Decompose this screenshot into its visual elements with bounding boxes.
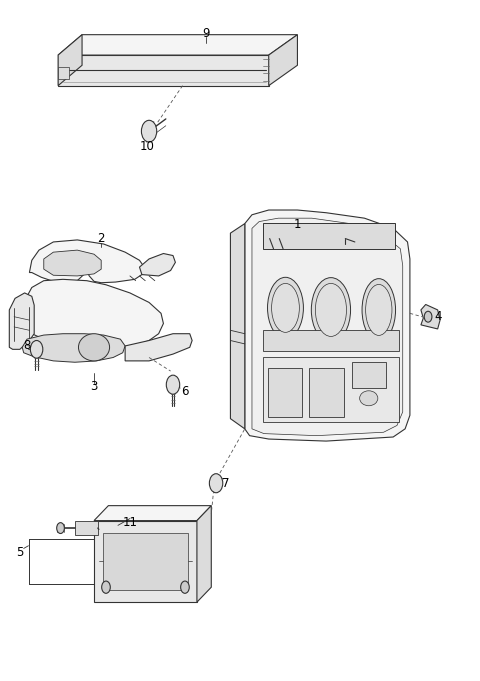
- Text: 6: 6: [181, 385, 189, 398]
- Circle shape: [57, 522, 64, 533]
- Ellipse shape: [312, 278, 350, 342]
- Circle shape: [424, 311, 432, 322]
- Polygon shape: [58, 35, 298, 55]
- Bar: [310, 368, 344, 417]
- Polygon shape: [44, 250, 101, 276]
- Circle shape: [102, 581, 110, 593]
- Polygon shape: [252, 218, 403, 436]
- Circle shape: [180, 581, 189, 593]
- Polygon shape: [125, 334, 192, 361]
- Text: 1: 1: [294, 219, 301, 232]
- Text: 2: 2: [97, 232, 105, 245]
- Bar: [58, 67, 69, 79]
- Text: 5: 5: [16, 546, 24, 559]
- Bar: [263, 223, 395, 249]
- Circle shape: [30, 340, 43, 358]
- Ellipse shape: [267, 277, 303, 338]
- Text: 11: 11: [122, 516, 137, 529]
- Ellipse shape: [272, 283, 300, 332]
- Bar: [103, 533, 188, 590]
- Polygon shape: [269, 35, 298, 86]
- Ellipse shape: [360, 391, 378, 406]
- Polygon shape: [58, 55, 269, 86]
- Text: 8: 8: [24, 338, 31, 352]
- Polygon shape: [9, 293, 34, 349]
- Ellipse shape: [78, 334, 109, 361]
- Circle shape: [166, 375, 180, 394]
- Polygon shape: [29, 240, 144, 283]
- Text: 3: 3: [90, 380, 98, 393]
- Text: 9: 9: [203, 27, 210, 39]
- Text: 7: 7: [222, 477, 229, 490]
- Polygon shape: [421, 304, 440, 329]
- Polygon shape: [230, 223, 245, 429]
- Polygon shape: [22, 334, 125, 362]
- Circle shape: [142, 121, 157, 142]
- Text: 10: 10: [139, 140, 154, 153]
- Polygon shape: [94, 506, 211, 520]
- Polygon shape: [197, 506, 211, 602]
- Ellipse shape: [366, 285, 392, 336]
- Polygon shape: [58, 35, 82, 86]
- Bar: [75, 521, 98, 535]
- Bar: [351, 362, 386, 388]
- Bar: [263, 358, 399, 422]
- Text: 4: 4: [435, 311, 443, 323]
- Polygon shape: [27, 279, 163, 349]
- Polygon shape: [140, 253, 175, 276]
- Polygon shape: [94, 520, 197, 602]
- Bar: [263, 330, 399, 351]
- Bar: [268, 368, 302, 417]
- Circle shape: [209, 474, 223, 493]
- Ellipse shape: [362, 279, 396, 341]
- Polygon shape: [245, 210, 410, 441]
- Ellipse shape: [315, 283, 347, 336]
